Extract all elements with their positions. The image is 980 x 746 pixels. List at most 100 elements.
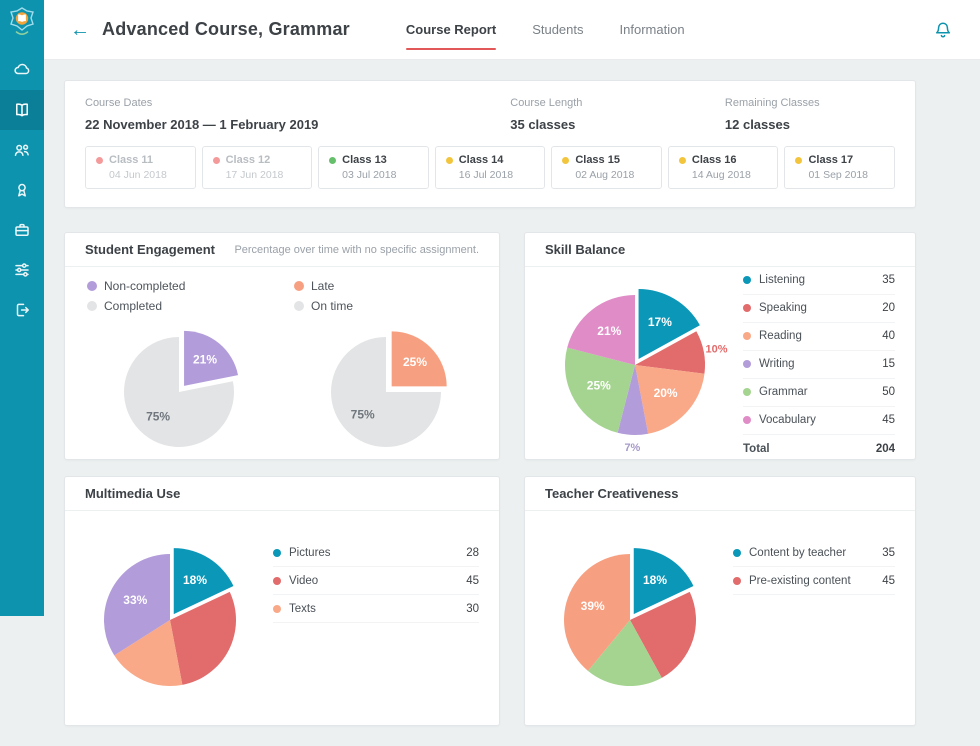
legend-label: Speaking [759, 302, 807, 314]
class-name: Class 16 [691, 154, 737, 166]
legend-label: Late [311, 279, 335, 293]
sidebar-item-briefcase[interactable] [0, 210, 44, 250]
svg-text:20%: 20% [654, 385, 678, 399]
legend-label: Reading [759, 330, 802, 342]
legend-row: Vocabulary 45 [743, 407, 895, 435]
legend-label: Vocabulary [759, 414, 816, 426]
header-tab[interactable]: Course Report [405, 16, 497, 50]
legend-label: Content by teacher [749, 546, 847, 559]
legend-label: Pictures [289, 546, 331, 559]
legend-row: Speaking 20 [743, 295, 895, 323]
legend-value: 20 [882, 302, 895, 314]
course-length-label: Course Length [510, 97, 583, 109]
class-name: Class 13 [342, 154, 387, 166]
legend-dot-icon [273, 576, 281, 585]
course-dates-label: Course Dates [85, 97, 153, 109]
engagement-body: Non-completed Completed 21% 75% Late On t… [65, 267, 499, 459]
main-content: Course Dates 22 November 2018 — 1 Februa… [44, 60, 980, 746]
legend-value: 40 [882, 330, 895, 342]
skill-balance-legend: Listening 35 Speaking 20 Reading 40 Writ… [743, 267, 895, 460]
sidebar-item-dashboard[interactable] [0, 50, 44, 90]
legend-item: Late [294, 279, 479, 293]
class-chip[interactable]: Class 12 17 Jun 2018 [201, 146, 313, 189]
legend-row: Content by teacher 35 [733, 539, 895, 567]
remaining-classes-label: Remaining Classes [724, 97, 820, 109]
legend-label: Grammar [759, 386, 808, 398]
legend-label: Writing [759, 358, 795, 370]
engagement-assignments-column: Non-completed Completed 21% 75% [75, 277, 282, 459]
legend-value: 15 [882, 358, 895, 370]
card-header: Student Engagement Percentage over time … [65, 233, 499, 267]
briefcase-icon [12, 220, 32, 240]
student-engagement-card: Student Engagement Percentage over time … [64, 232, 500, 460]
card-title: Multimedia Use [85, 486, 181, 501]
svg-text:39%: 39% [581, 599, 605, 613]
svg-text:17%: 17% [648, 314, 672, 328]
card-title: Student Engagement [85, 242, 216, 257]
svg-text:7%: 7% [624, 441, 640, 453]
creativeness-legend: Content by teacher 35 Pre-existing conte… [733, 539, 895, 595]
legend-label: Video [289, 574, 319, 587]
legend-label: Listening [759, 274, 806, 286]
legend-dot-icon [743, 332, 751, 340]
legend-value: 45 [466, 574, 479, 587]
class-date: 02 Aug 2018 [575, 169, 635, 181]
class-name: Class 11 [109, 154, 154, 166]
legend-dot-icon [733, 548, 741, 557]
sidebar-item-logout[interactable] [0, 290, 44, 330]
class-status-dot-icon [329, 156, 337, 164]
svg-text:18%: 18% [183, 573, 207, 587]
sidebar-item-settings[interactable] [0, 250, 44, 290]
legend-item: Non-completed [87, 279, 272, 293]
sidebar [0, 0, 44, 616]
legend-label: Pre-existing content [749, 574, 851, 587]
legend: Non-completed Completed [87, 279, 272, 313]
legend-row: Listening 35 [743, 267, 895, 295]
legend-dot-icon [733, 576, 741, 585]
class-name: Class 14 [458, 154, 504, 166]
legend-value: 50 [882, 386, 895, 398]
charts-row-1: Student Engagement Percentage over time … [64, 232, 916, 460]
legend-dot-icon [273, 604, 281, 613]
legend-dot-icon [743, 416, 751, 424]
class-date: 17 Jun 2018 [225, 169, 284, 181]
notifications-bell-icon[interactable] [932, 19, 954, 41]
header-tab[interactable]: Students [532, 16, 583, 43]
logo-emblem-icon [10, 7, 34, 36]
class-chip[interactable]: Class 14 16 Jul 2018 [434, 146, 546, 189]
legend-dot-icon [743, 276, 751, 284]
class-status-dot-icon [678, 156, 686, 164]
svg-text:33%: 33% [123, 593, 147, 607]
multimedia-body: 18% 33% Pictures 28 Video 45 Texts 30 [65, 511, 499, 705]
legend-value: 30 [466, 602, 479, 615]
card-header: Multimedia Use [65, 477, 499, 511]
sidebar-item-achievements[interactable] [0, 170, 44, 210]
legend-dot-icon [87, 281, 97, 291]
class-chip[interactable]: Class 11 04 Jun 2018 [85, 146, 196, 189]
multimedia-use-card: Multimedia Use 18% 33% Pictures 28 Video … [64, 476, 500, 726]
creativeness-body: 18% 39% Content by teacher 35 Pre-existin… [525, 511, 915, 705]
class-chip[interactable]: Class 17 01 Sep 2018 [784, 146, 896, 189]
class-status-dot-icon [96, 156, 103, 164]
class-chip[interactable]: Class 13 03 Jul 2018 [318, 146, 429, 189]
class-chip[interactable]: Class 16 14 Aug 2018 [667, 146, 779, 189]
medal-icon [12, 180, 32, 200]
sidebar-item-students[interactable] [0, 130, 44, 170]
svg-text:18%: 18% [643, 573, 667, 587]
cloud-dashboard-icon [12, 60, 32, 80]
legend-total-row: Total 204 [743, 435, 895, 460]
course-length-value: 35 classes [510, 117, 576, 132]
card-subtitle: Percentage over time with no specific as… [234, 243, 479, 256]
svg-text:75%: 75% [146, 410, 170, 424]
app-logo[interactable] [7, 6, 37, 38]
creativeness-pie-chart: 18% 39% [545, 535, 715, 705]
svg-text:10%: 10% [705, 343, 727, 355]
book-icon [12, 100, 32, 120]
legend-row: Video 45 [273, 567, 479, 595]
class-chip[interactable]: Class 15 02 Aug 2018 [551, 146, 662, 189]
legend-dot-icon [743, 304, 751, 312]
back-button[interactable]: ← [70, 18, 90, 41]
sidebar-item-courses[interactable] [0, 90, 44, 130]
header-tab[interactable]: Information [620, 16, 685, 43]
tab-label: Course Report [405, 22, 497, 37]
